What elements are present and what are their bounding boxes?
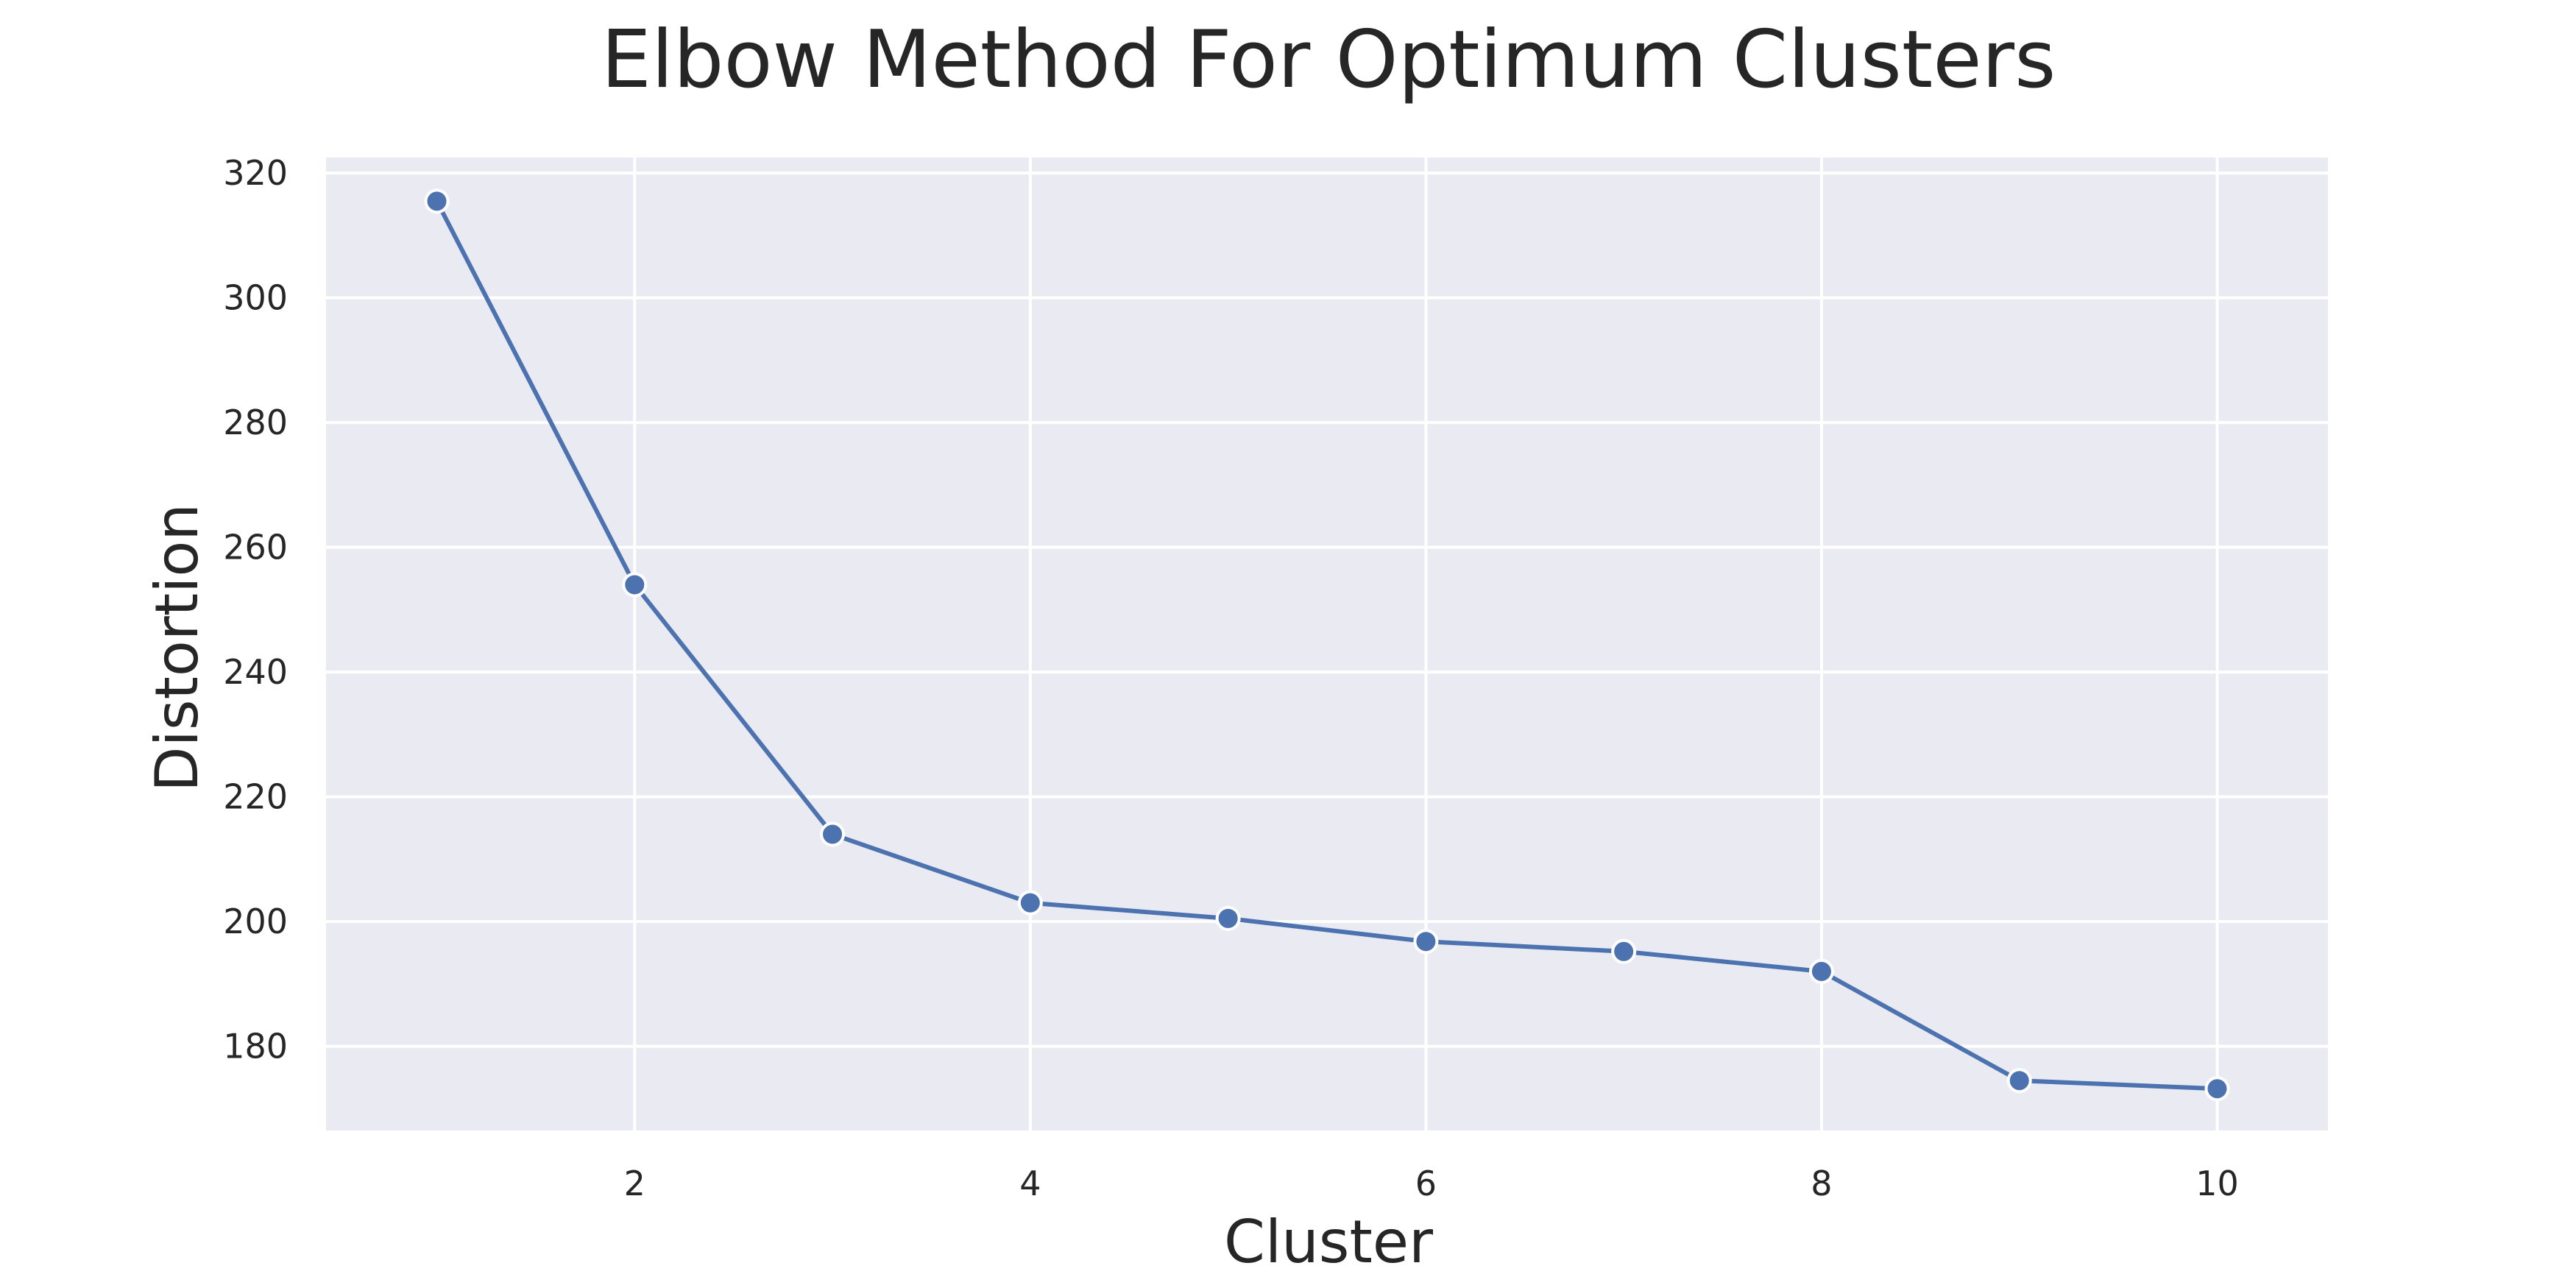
data-point [1017, 890, 1043, 916]
y-tick-label: 180 [223, 1027, 288, 1066]
data-point [1215, 905, 1241, 931]
y-tick-label: 220 [223, 777, 288, 817]
data-point [1808, 958, 1834, 984]
x-tick-label: 6 [1415, 1164, 1437, 1203]
series-line [434, 199, 2220, 1091]
y-tick-label: 280 [223, 403, 288, 442]
y-tick-label: 200 [223, 902, 288, 941]
chart-title: Elbow Method For Optimum Clusters [601, 14, 2056, 106]
x-tick-label: 10 [2195, 1164, 2239, 1203]
x-tick-label: 8 [1811, 1164, 1832, 1203]
x-tick-labels: 2 4 6 8 10 [624, 1164, 2239, 1203]
x-tick-label: 2 [624, 1164, 645, 1203]
data-point [424, 188, 450, 214]
x-tick-label: 4 [1019, 1164, 1041, 1203]
data-points [424, 188, 2230, 1102]
data-point [820, 821, 846, 847]
y-tick-label: 320 [223, 153, 288, 193]
grid-lines [326, 158, 2328, 1130]
y-tick-label: 260 [223, 528, 288, 567]
plot-area [326, 158, 2328, 1130]
data-point [2006, 1068, 2032, 1094]
data-point [1413, 929, 1439, 955]
data-point [1611, 938, 1637, 964]
x-axis-label: Cluster [1224, 1208, 1433, 1276]
y-tick-label: 300 [223, 278, 288, 318]
data-point [2204, 1076, 2230, 1102]
data-point [622, 572, 648, 598]
y-tick-label: 240 [223, 652, 288, 692]
y-tick-labels: 180 200 220 240 260 280 300 320 [223, 153, 288, 1066]
y-axis-label: Distortion [143, 503, 211, 792]
